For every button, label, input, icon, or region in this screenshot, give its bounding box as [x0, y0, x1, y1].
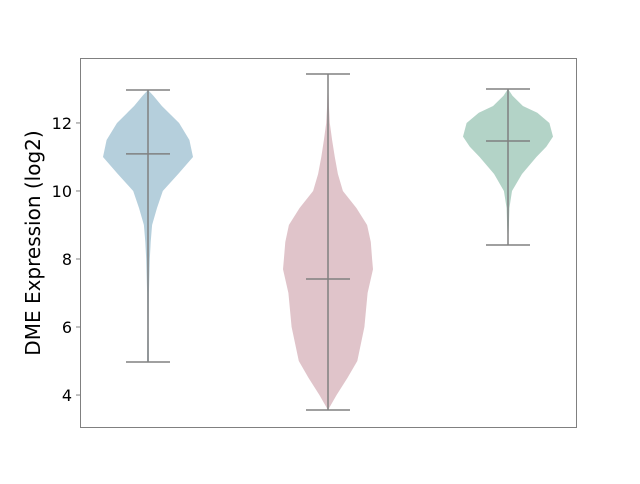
y-tick-label: 10	[52, 182, 72, 201]
violin-2	[283, 73, 373, 411]
plot-frame	[80, 58, 577, 428]
y-tick-label: 6	[62, 318, 72, 337]
y-axis: 4 6 8 10 12	[52, 114, 80, 405]
violins	[103, 73, 553, 411]
y-tick-label: 12	[52, 114, 72, 133]
violin-3	[463, 88, 553, 246]
y-axis-label: DME Expression (log2)	[21, 130, 45, 355]
y-tick-label: 8	[62, 250, 72, 269]
y-tick-label: 4	[62, 386, 72, 405]
violin-1	[103, 89, 193, 363]
